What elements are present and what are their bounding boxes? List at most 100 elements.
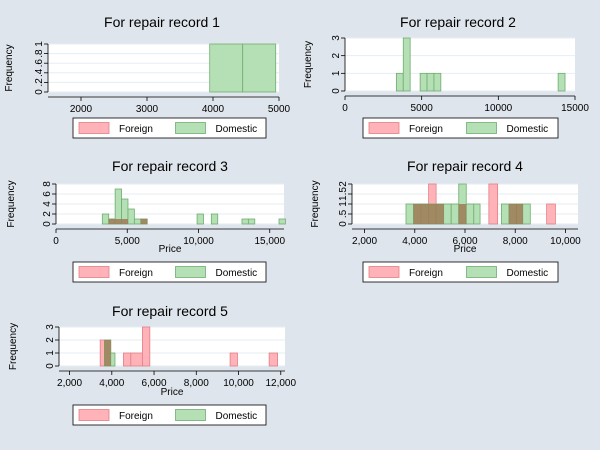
legend-swatch-domestic (175, 122, 206, 134)
bar-overlap (421, 204, 429, 224)
legend-swatch-foreign (78, 409, 110, 421)
x-tick-label: 10,000 (183, 236, 214, 247)
legend-swatch-foreign (368, 122, 400, 134)
y-tick-label: 1 (338, 201, 349, 207)
bar-domestic (241, 218, 249, 225)
x-tick-label: 2,000 (57, 378, 82, 389)
legend-label-foreign: Foreign (409, 124, 443, 135)
x-tick-label: 15000 (561, 103, 589, 114)
legend: Foreign Domestic (72, 117, 267, 139)
bar-domestic (196, 213, 204, 225)
bar-domestic (473, 203, 481, 225)
panel-title: For repair record 1 (104, 14, 220, 30)
bar-domestic (402, 37, 411, 92)
x-tick-label: 2000 (70, 104, 93, 115)
y-tick-label: 2 (42, 211, 53, 217)
bar-domestic (209, 43, 244, 93)
legend-label-domestic: Domestic (507, 124, 549, 135)
y-axis-label: Frequency (8, 323, 19, 370)
bar-domestic (522, 203, 531, 225)
bar-foreign (123, 352, 132, 367)
x-axis-label: Price (454, 244, 477, 255)
y-tick-label: 1 (34, 41, 45, 47)
y-tick-label: .4 (34, 68, 45, 77)
x-tick-label: 6,000 (452, 236, 477, 247)
panel-title: For repair record 2 (400, 14, 516, 30)
x-axis-label: Price (159, 244, 182, 255)
panel-title: For repair record 4 (407, 158, 523, 174)
y-tick-label: 2 (45, 337, 56, 343)
bar-overlap (106, 340, 111, 366)
y-tick-label: 1.5 (338, 187, 349, 201)
x-tick-label: 5,000 (115, 236, 140, 247)
y-tick-label: 1 (45, 350, 56, 356)
legend: Foreign Domestic (362, 117, 559, 139)
histogram-panel-5: For repair record 5 0 1 2 3 2,000 4,000 6,000 8,… (8, 303, 297, 426)
legend-swatch-domestic (466, 122, 497, 134)
panel-title: For repair record 3 (112, 158, 228, 174)
bar-domestic (242, 43, 277, 93)
bar-domestic (433, 72, 442, 92)
x-tick-label: 4,000 (402, 236, 427, 247)
x-tick-label: 3000 (136, 104, 159, 115)
histogram-panel-2: For repair record 2 0 1 2 3 0 5000 10000 15000 Fr… (303, 14, 589, 139)
y-tick-label: .2 (34, 78, 45, 87)
bar-overlap (413, 204, 422, 224)
bar-domestic (443, 203, 452, 225)
x-tick-label: 5000 (411, 103, 434, 114)
histogram-panel-1: For repair record 1 0 .2.4.6.8 1 2000 3000 400… (4, 14, 291, 139)
y-axis-label: Frequency (303, 41, 314, 88)
bar-domestic (395, 72, 404, 92)
bar-overlap (458, 204, 467, 224)
legend-swatch-domestic (175, 266, 206, 278)
x-tick-label: 12,000 (265, 378, 296, 389)
y-tick-label: .6 (34, 59, 45, 68)
legend-label-domestic: Domestic (507, 268, 549, 279)
y-tick-label: 0 (331, 88, 342, 94)
x-tick-label: 10000 (484, 103, 512, 114)
bar-domestic (110, 352, 116, 367)
bar-domestic (465, 203, 475, 225)
x-tick-label: 15,000 (254, 236, 285, 247)
y-tick-label: .8 (34, 49, 45, 58)
x-tick-label: 10,000 (223, 378, 254, 389)
legend-label-foreign: Foreign (119, 124, 153, 135)
histogram-panel-3: For repair record 3 0 2 4 6 8 0 5,000 10,000 15,0… (6, 158, 286, 283)
legend-label-foreign: Foreign (409, 268, 443, 279)
bar-overlap (140, 219, 148, 224)
bar-domestic (210, 213, 219, 225)
plot-region (59, 327, 285, 366)
bar-foreign (142, 326, 151, 367)
bar-domestic (133, 218, 142, 225)
legend-swatch-foreign (368, 266, 400, 278)
legend-box (362, 261, 559, 283)
legend-swatch-domestic (175, 409, 206, 421)
histogram-panel-4: For repair record 4 0 .5 11.52 2,000 4,000 6,0… (310, 158, 581, 283)
bar-domestic (405, 203, 414, 225)
legend-label-domestic: Domestic (216, 268, 258, 279)
bar-overlap (115, 219, 122, 224)
y-tick-label: 1 (331, 70, 342, 76)
x-tick-label: 8,000 (503, 236, 528, 247)
bar-domestic (501, 203, 510, 225)
legend: Foreign Domestic (72, 404, 267, 426)
bar-overlap (508, 204, 517, 224)
bar-foreign (488, 183, 499, 225)
bar-foreign (229, 352, 238, 367)
bar-domestic (114, 188, 122, 225)
x-tick-label: 8,000 (184, 378, 209, 389)
x-tick-label: 5000 (268, 104, 291, 115)
x-tick-label: 4,000 (99, 378, 124, 389)
legend-label-foreign: Foreign (119, 268, 153, 279)
bar-domestic (247, 218, 256, 225)
legend-box (72, 117, 267, 139)
legend-label-domestic: Domestic (216, 124, 258, 135)
y-tick-label: .5 (338, 209, 349, 218)
panel-title: For repair record 5 (112, 303, 228, 319)
bar-domestic (419, 72, 428, 92)
x-tick-label: 2,000 (352, 236, 377, 247)
x-tick-label: 10,000 (550, 236, 581, 247)
x-tick-label: 6,000 (142, 378, 167, 389)
bar-foreign (546, 203, 556, 225)
